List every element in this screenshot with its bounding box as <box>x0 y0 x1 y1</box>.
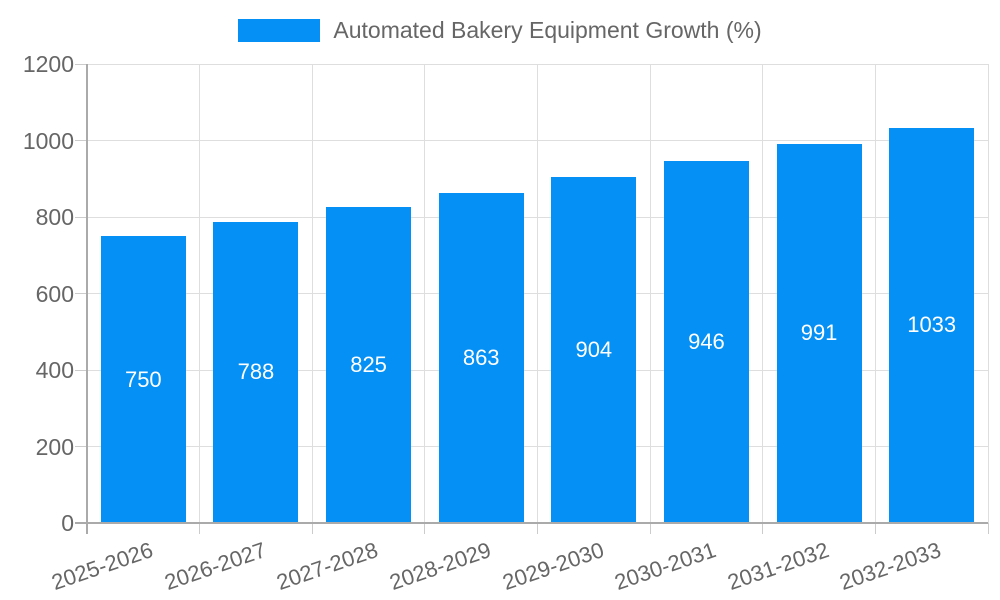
legend-item[interactable]: Automated Bakery Equipment Growth (%) <box>0 17 1000 44</box>
gridline-x <box>649 64 651 523</box>
bar-value-label: 750 <box>124 366 162 392</box>
bar-value-label: 904 <box>575 337 613 363</box>
x-axis-tick <box>199 523 201 534</box>
bar-value-label: 991 <box>800 320 838 346</box>
gridline-x <box>311 64 313 523</box>
x-axis-tick-label: 2027-2028 <box>273 537 382 595</box>
y-axis-tick <box>75 446 87 447</box>
bar-2032-2033 <box>889 127 975 523</box>
x-axis-tick <box>987 523 989 534</box>
x-axis-tick <box>874 523 876 534</box>
bar-value-label: 825 <box>350 352 387 378</box>
bar-2030-2031 <box>663 161 749 523</box>
y-axis-line <box>86 64 88 534</box>
bar-2026-2027 <box>213 221 299 523</box>
bar-value-label: 1033 <box>907 312 957 338</box>
gridline-x <box>537 64 538 523</box>
x-axis-tick <box>311 523 313 534</box>
y-axis-tick-label: 400 <box>35 357 74 383</box>
bar-2028-2029 <box>438 192 524 523</box>
bar-2027-2028 <box>326 207 412 523</box>
legend-swatch <box>238 19 321 42</box>
x-axis-tick-label: 2028-2029 <box>386 537 495 595</box>
x-axis-tick <box>424 523 426 534</box>
y-axis-tick-label: 1000 <box>22 127 74 154</box>
x-axis-tick <box>762 523 764 534</box>
x-axis-tick-label: 2026-2027 <box>161 537 269 595</box>
x-axis-line <box>75 522 988 524</box>
gridline-x <box>199 64 201 523</box>
y-axis-tick <box>75 216 87 218</box>
y-axis-tick <box>75 140 87 141</box>
bar-value-label: 946 <box>688 329 725 355</box>
y-axis-tick-label: 800 <box>35 204 74 230</box>
bar-2031-2032 <box>776 143 862 523</box>
gridline-x <box>762 64 764 523</box>
x-axis-tick <box>537 523 538 534</box>
x-axis-tick-label: 2032-2033 <box>836 537 945 595</box>
x-axis-tick-label: 2029-2030 <box>499 537 607 595</box>
bar-value-label: 788 <box>237 359 275 385</box>
gridline-x <box>424 64 426 523</box>
y-axis-tick-label: 200 <box>35 433 74 460</box>
gridline-x <box>987 64 989 523</box>
bar-value-label: 863 <box>462 344 500 370</box>
x-axis-tick-label: 2025-2026 <box>48 537 157 595</box>
bar-2025-2026 <box>100 236 186 523</box>
x-axis-tick-label: 2030-2031 <box>611 537 720 595</box>
gridline-x <box>874 64 876 523</box>
y-axis-tick <box>75 369 87 371</box>
y-axis-tick <box>75 293 87 294</box>
y-axis-tick-label: 600 <box>35 280 74 307</box>
legend-label: Automated Bakery Equipment Growth (%) <box>333 17 762 43</box>
x-axis-tick <box>649 523 651 534</box>
y-axis-tick-label: 1200 <box>22 51 74 77</box>
x-axis-tick-label: 2031-2032 <box>724 537 832 595</box>
bar-2029-2030 <box>551 177 637 523</box>
y-axis-tick <box>75 63 87 65</box>
y-axis-tick-label: 0 <box>61 510 74 536</box>
